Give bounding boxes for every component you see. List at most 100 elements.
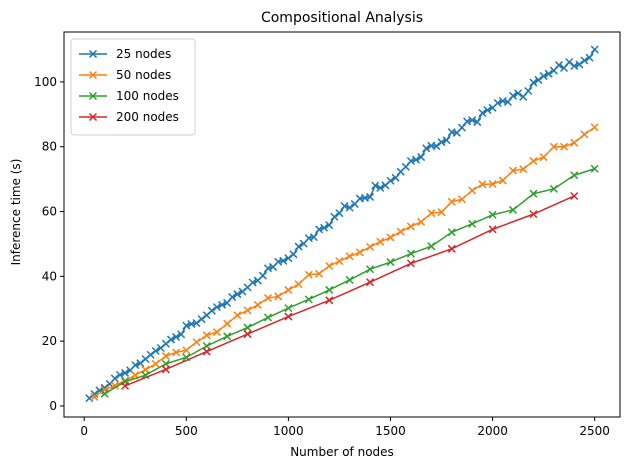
marker (406, 222, 415, 231)
marker (192, 338, 201, 347)
y-axis-label: Inference time (s) (9, 159, 23, 266)
marker (590, 123, 599, 132)
marker (406, 249, 415, 258)
marker (243, 323, 252, 332)
marker (131, 361, 140, 370)
marker (146, 350, 155, 359)
marker (427, 242, 436, 251)
marker (376, 237, 385, 246)
marker (207, 306, 216, 315)
marker (386, 176, 395, 185)
marker (325, 285, 334, 294)
marker (320, 223, 329, 232)
marker (355, 248, 364, 257)
marker (172, 332, 181, 341)
y-tick-label: 100 (34, 75, 57, 89)
marker (529, 156, 538, 166)
marker (223, 332, 232, 341)
marker (386, 233, 395, 242)
marker (88, 70, 98, 80)
marker (447, 244, 456, 253)
marker (314, 225, 324, 234)
marker (90, 392, 99, 401)
series (90, 123, 599, 401)
marker (228, 293, 237, 302)
marker (580, 56, 589, 65)
marker (289, 250, 298, 259)
legend-label: 200 nodes (116, 110, 179, 124)
series (100, 164, 599, 398)
marker (88, 49, 98, 59)
x-tick-label: 2500 (579, 424, 610, 438)
marker (223, 319, 232, 328)
marker (570, 171, 579, 180)
marker (366, 265, 375, 274)
marker (151, 359, 160, 368)
marker (549, 142, 558, 151)
marker (478, 108, 487, 118)
series (85, 45, 599, 403)
marker (427, 209, 436, 218)
y-tick-label: 0 (49, 399, 57, 413)
marker (590, 164, 599, 173)
marker (468, 219, 477, 228)
marker (529, 189, 538, 198)
marker (161, 365, 170, 374)
marker (274, 292, 283, 301)
legend-box (70, 38, 196, 136)
marker (371, 181, 380, 190)
marker (483, 106, 492, 115)
marker (335, 257, 344, 266)
line (93, 126, 596, 398)
marker (141, 371, 150, 380)
x-tick-label: 500 (175, 424, 198, 438)
marker (294, 280, 303, 289)
x-tick-label: 0 (80, 424, 88, 438)
marker (590, 45, 599, 54)
marker (565, 58, 574, 67)
marker (90, 389, 99, 399)
marker (447, 197, 456, 206)
marker (325, 296, 334, 305)
marker (366, 278, 375, 287)
marker (366, 242, 375, 251)
marker (151, 346, 160, 355)
marker (488, 225, 497, 234)
marker (437, 138, 446, 147)
marker (284, 285, 293, 294)
marker (534, 75, 543, 84)
marker (325, 221, 334, 230)
marker (340, 201, 349, 211)
marker (294, 242, 303, 251)
marker (166, 335, 176, 344)
x-tick-label: 1000 (273, 424, 304, 438)
marker (182, 321, 191, 330)
marker (493, 98, 502, 108)
marker (478, 180, 487, 189)
marker (345, 275, 354, 284)
marker (457, 195, 466, 204)
line (124, 195, 575, 387)
marker (284, 254, 293, 263)
marker (330, 212, 339, 221)
marker (253, 300, 262, 309)
marker (432, 142, 441, 151)
marker (554, 61, 563, 70)
chart-title: Compositional Analysis (261, 10, 423, 26)
marker (263, 313, 273, 322)
marker (386, 258, 395, 267)
marker (172, 348, 181, 357)
marker (335, 209, 344, 218)
y-tick-label: 60 (42, 205, 57, 219)
marker (197, 315, 206, 324)
marker (519, 165, 528, 174)
marker (88, 112, 98, 122)
marker (570, 191, 579, 201)
marker (177, 330, 186, 339)
marker (488, 210, 497, 219)
marker (580, 130, 589, 139)
marker (110, 374, 119, 383)
y-tick-label: 40 (42, 269, 57, 283)
y-tick-label: 20 (42, 334, 57, 348)
